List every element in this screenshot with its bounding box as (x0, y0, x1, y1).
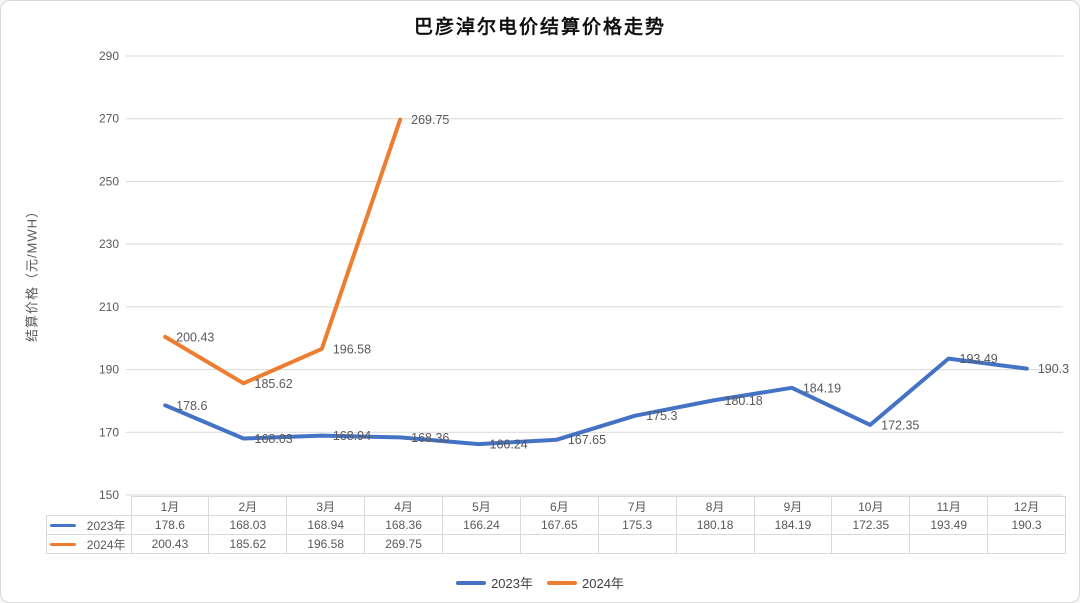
y-tick-label: 210 (99, 300, 119, 314)
value-cell (831, 534, 911, 554)
y-tick-label: 150 (99, 488, 119, 502)
y-tick-label: 190 (99, 363, 119, 377)
month-header-cell: 2月 (208, 496, 288, 516)
month-header-cell: 3月 (286, 496, 366, 516)
legend-item: 2023年 (456, 573, 533, 592)
series-swatch (50, 542, 76, 546)
month-header-cell: 5月 (442, 496, 521, 516)
data-label: 172.35 (881, 418, 919, 432)
y-tick-label: 170 (99, 425, 119, 439)
month-header-cell: 12月 (987, 496, 1066, 516)
legend-swatch (456, 580, 487, 585)
data-label: 184.19 (803, 381, 841, 395)
value-cell: 168.03 (208, 515, 288, 535)
value-cell: 167.65 (519, 515, 599, 535)
series-name-label: 2023年 (86, 518, 126, 533)
legend: 2023年 2024年 (1, 573, 1079, 592)
month-header-cell: 8月 (675, 496, 755, 516)
series-name-cell: 2023年 (46, 515, 132, 535)
table-corner-cell (47, 497, 132, 516)
series-swatch (50, 523, 76, 527)
data-label: 200.43 (176, 330, 214, 344)
value-cell: 168.94 (286, 515, 366, 535)
value-cell: 196.58 (286, 534, 366, 554)
month-header-cell: 7月 (597, 496, 677, 516)
value-cell: 184.19 (753, 515, 833, 535)
data-label: 180.18 (725, 394, 763, 408)
series-line-0 (163, 356, 1029, 447)
data-label: 196.58 (333, 342, 371, 356)
month-header-cell: 1月 (130, 496, 210, 516)
value-cell: 190.3 (987, 515, 1066, 535)
value-cell: 269.75 (364, 534, 443, 554)
value-cell: 178.6 (130, 515, 210, 535)
chart-title: 巴彦淖尔电价结算价格走势 (413, 17, 666, 38)
data-label: 166.24 (490, 438, 528, 452)
data-label: 190.3 (1038, 362, 1069, 376)
value-cell: 185.62 (208, 534, 288, 554)
value-cell (442, 534, 521, 554)
value-cell (519, 534, 599, 554)
data-label: 168.03 (255, 432, 293, 446)
value-cell (909, 534, 989, 554)
legend-label: 2024年 (582, 576, 624, 591)
value-cell: 180.18 (675, 515, 755, 535)
data-label: 269.75 (411, 113, 449, 127)
legend-item: 2024年 (547, 573, 624, 592)
value-cell (987, 534, 1066, 554)
value-cell (597, 534, 677, 554)
data-label: 167.65 (568, 433, 606, 447)
month-header-cell: 11月 (909, 496, 989, 516)
month-header-cell: 9月 (753, 496, 833, 516)
value-cell: 166.24 (442, 515, 521, 535)
legend-swatch (547, 580, 577, 585)
value-cell: 172.35 (831, 515, 911, 535)
value-cell: 193.49 (909, 515, 989, 535)
value-cell: 175.3 (597, 515, 677, 535)
value-cell: 200.43 (130, 534, 210, 554)
data-label: 168.94 (333, 429, 371, 443)
legend-label: 2023年 (491, 576, 533, 591)
month-header-cell: 4月 (364, 496, 443, 516)
data-label: 168.36 (411, 431, 449, 445)
value-cell: 168.36 (364, 515, 443, 535)
y-tick-label: 270 (99, 112, 119, 126)
data-label: 185.62 (255, 377, 293, 391)
month-header-cell: 6月 (519, 496, 599, 516)
value-cell (753, 534, 833, 554)
value-cell (675, 534, 755, 554)
y-tick-label: 230 (99, 237, 119, 251)
data-label: 193.49 (960, 352, 998, 366)
data-label: 175.3 (646, 409, 677, 423)
y-tick-label: 250 (99, 174, 119, 188)
month-header-cell: 10月 (831, 496, 911, 516)
data-table: 1月 2月 3月 4月 5月 6月 7月 8月 9月 10月 11月 12月 2023年 178.6 168… (46, 496, 1066, 554)
series-line-1 (163, 117, 403, 386)
data-label: 178.6 (176, 399, 207, 413)
series-name-cell: 2024年 (46, 534, 132, 554)
y-tick-label: 290 (99, 49, 119, 63)
series-name-label: 2024年 (86, 537, 126, 552)
